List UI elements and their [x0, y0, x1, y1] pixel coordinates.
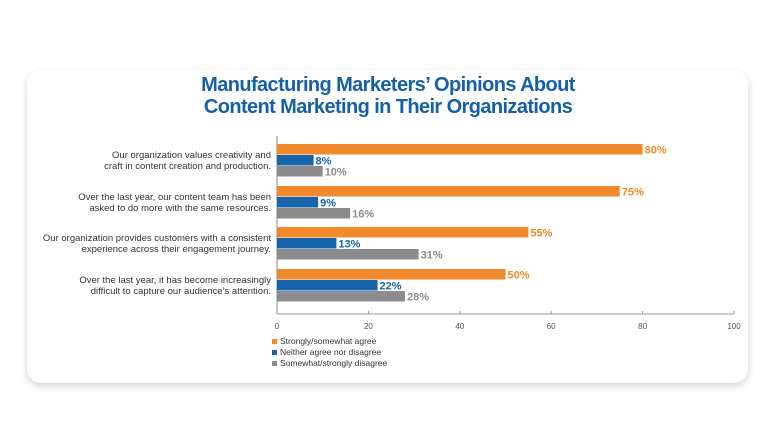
bar-2	[277, 249, 419, 260]
data-label: 16%	[352, 209, 374, 221]
category-label: asked to do more with the same resources…	[89, 203, 271, 214]
bar-0	[277, 144, 643, 155]
legend-label: Strongly/somewhat agree	[280, 336, 377, 346]
data-label: 13%	[338, 239, 360, 251]
data-label: 80%	[645, 145, 667, 157]
x-tick-label: 100	[727, 322, 741, 331]
data-label: 10%	[325, 167, 347, 179]
chart-card	[27, 70, 748, 383]
category-label: difficult to capture our audience’s atte…	[91, 286, 271, 297]
legend-item: Somewhat/strongly disagree	[272, 358, 387, 369]
bar-2	[277, 208, 351, 219]
data-label: 55%	[530, 228, 552, 240]
x-tick-label: 60	[547, 322, 556, 331]
x-tick-label: 0	[275, 322, 280, 331]
data-label: 9%	[320, 198, 336, 210]
data-label: 28%	[407, 292, 429, 304]
x-tick-label: 20	[364, 322, 373, 331]
x-tick-label: 80	[638, 322, 647, 331]
category-label: Our organization provides customers with…	[43, 233, 271, 244]
legend-swatch	[272, 339, 277, 344]
legend: Strongly/somewhat agree Neither agree nor…	[272, 336, 387, 369]
legend-item: Strongly/somewhat agree	[272, 336, 387, 347]
category-label: experience across their engagement journ…	[82, 244, 271, 255]
bar-2	[277, 166, 323, 177]
bar-1	[277, 197, 319, 208]
data-label: 50%	[508, 270, 530, 282]
data-label: 31%	[421, 250, 443, 262]
bar-0	[277, 269, 506, 280]
data-label: 8%	[316, 156, 332, 168]
chart-title: Manufacturing Marketers’ Opinions About …	[0, 74, 776, 118]
bar-0	[277, 227, 529, 238]
title-line-1: Manufacturing Marketers’ Opinions About	[201, 74, 575, 96]
bar-1	[277, 155, 314, 166]
bar-1	[277, 280, 378, 291]
legend-label: Neither agree nor disagree	[280, 347, 382, 357]
bar-0	[277, 186, 620, 197]
legend-label: Somewhat/strongly disagree	[280, 358, 388, 368]
legend-swatch	[272, 361, 277, 366]
legend-item: Neither agree nor disagree	[272, 347, 387, 358]
title-line-2: Content Marketing in Their Organizations	[203, 96, 573, 118]
bar-1	[277, 238, 337, 249]
category-label: Over the last year, it has become increa…	[79, 275, 271, 286]
data-label: 22%	[380, 281, 402, 293]
data-label: 75%	[622, 187, 644, 199]
x-tick-label: 40	[455, 322, 464, 331]
bar-2	[277, 291, 405, 302]
legend-swatch	[272, 350, 277, 355]
category-label: Our organization values creativity and	[112, 150, 271, 161]
category-label: craft in content creation and production…	[104, 161, 271, 172]
category-label: Over the last year, our content team has…	[78, 192, 271, 203]
